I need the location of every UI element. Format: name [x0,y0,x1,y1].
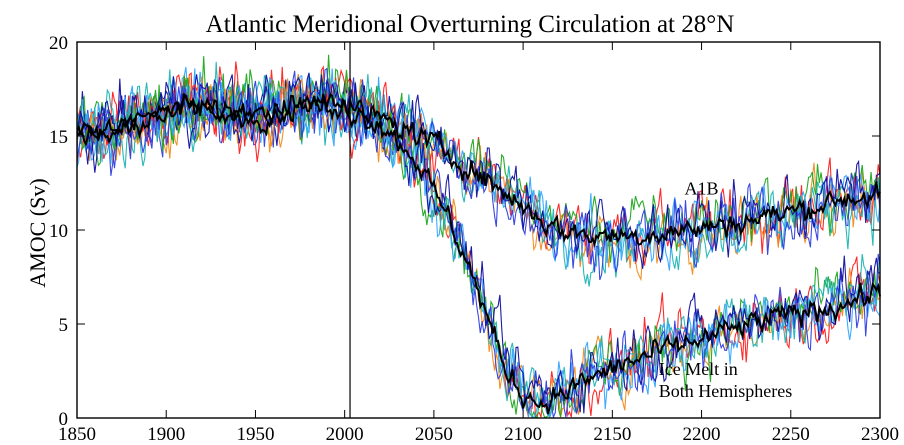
ensemble-mean-line [76,94,881,248]
ensemble-member-line [76,67,881,420]
x-tick-label: 1950 [236,424,274,445]
annotation-ice-melt-line-2: Both Hemispheres [659,381,792,401]
x-tick-label: 2100 [504,424,542,445]
ensemble-member-line [76,66,881,271]
x-tick-label: 2250 [772,424,810,445]
chart-title: Atlantic Meridional Overturning Circulat… [206,11,735,38]
y-tick-label: 20 [49,33,68,54]
ensemble-member-line [76,75,881,418]
ensemble-means [76,92,881,415]
y-tick-label: 15 [49,127,68,148]
annotation-ice-melt-line-1: Ice Melt in [659,359,738,379]
ensemble-member-line [76,54,881,263]
annotation-ice-melt: Ice Melt in Both Hemispheres [659,359,792,401]
x-tick-label: 2300 [861,424,899,445]
ensemble-member-line [76,71,881,419]
x-tick-label: 2150 [593,424,631,445]
x-tick-label: 2200 [683,424,721,445]
y-tick-label: 10 [49,221,68,242]
x-tick-label: 2000 [326,424,364,445]
y-axis-ticks: 0 5 10 15 20 [49,33,880,430]
x-tick-label: 2050 [415,424,453,445]
y-axis-label: AMOC (Sv) [25,178,50,287]
y-tick-label: 0 [59,409,69,430]
ensemble-member-line [76,72,881,414]
x-axis-ticks: 1850 1900 1950 2000 2050 2100 2150 2200 2250 2300 [58,42,899,445]
x-tick-label: 1850 [58,424,96,445]
ensemble-mean-line [76,92,881,415]
y-tick-label: 5 [59,315,69,336]
x-tick-label: 1900 [147,424,185,445]
annotation-a1b: A1B [685,178,719,198]
annotation-a1b-line: A1B [685,178,719,198]
